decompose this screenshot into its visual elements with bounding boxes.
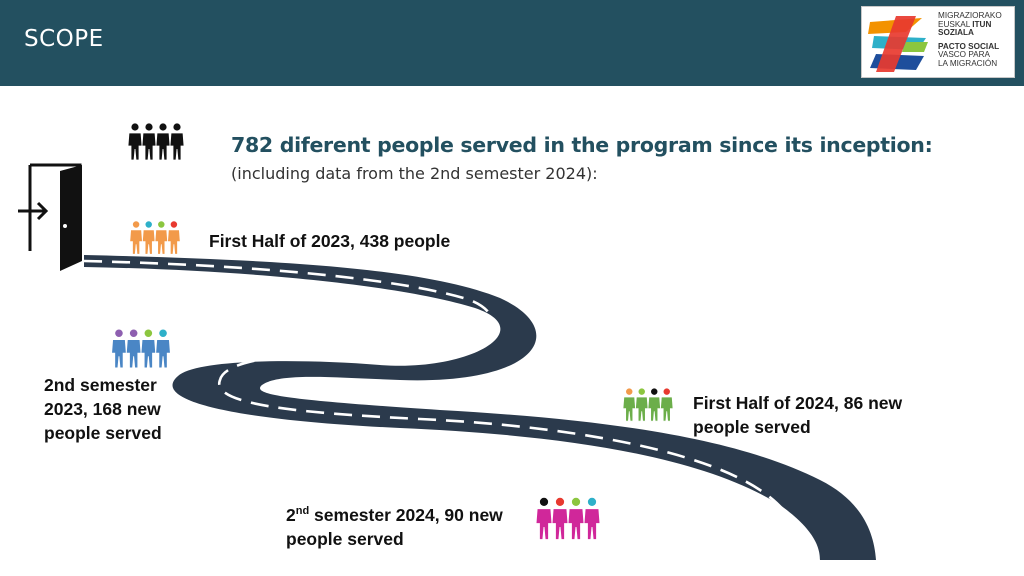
group-people-icon [128, 123, 184, 161]
person-head [539, 497, 549, 506]
road-center-line [83, 259, 802, 561]
person-body [623, 396, 636, 422]
header-bar: SCOPE MIGRAZIORAKO EUSKAL ITUN SOZIALA P… [0, 0, 1024, 86]
person-head [131, 123, 139, 131]
person-head [587, 497, 597, 506]
door-entry-icon [18, 163, 82, 271]
person-head [132, 221, 140, 228]
person-body [128, 132, 143, 161]
person-head [115, 329, 123, 338]
orange-people-group-icon [129, 221, 181, 255]
pacto-social-logo: MIGRAZIORAKO EUSKAL ITUN SOZIALA PACTO S… [861, 6, 1015, 78]
person-body [635, 396, 649, 422]
person-body [647, 396, 661, 422]
person-body [111, 339, 127, 369]
magenta-people-group-icon [536, 497, 600, 541]
milestone-s2-2024: 2nd semester 2024, 90 new people served [286, 505, 503, 549]
person-head [663, 388, 670, 395]
person-head [129, 329, 138, 338]
person-head [158, 221, 165, 228]
person-body [155, 132, 171, 161]
person-head [170, 221, 178, 228]
person-body [583, 508, 600, 541]
person-head [626, 388, 633, 395]
person-body [660, 396, 673, 422]
person-body [551, 508, 569, 541]
person-body [129, 229, 143, 255]
person-body [142, 229, 156, 255]
person-body [125, 339, 142, 369]
person-body [154, 229, 168, 255]
person-body [141, 132, 157, 161]
blue-people-group-icon [111, 329, 171, 369]
milestone-s2-2023: 2nd semester 2023, 168 new people served [44, 375, 162, 443]
person-body [169, 132, 184, 161]
intro-headline: 782 diferent people served in the progra… [231, 133, 933, 157]
person-head [173, 123, 181, 131]
person-body [567, 508, 585, 541]
person-body [155, 339, 171, 369]
person-head [571, 497, 581, 506]
logo-text: MIGRAZIORAKO EUSKAL ITUN SOZIALA PACTO S… [938, 11, 1002, 68]
intro-subline: (including data from the 2nd semester 20… [231, 164, 598, 183]
milestone-h1-2023: First Half of 2023, 438 people [209, 231, 451, 251]
person-head [144, 329, 153, 338]
green-people-group-icon [623, 388, 673, 422]
person-body [167, 229, 181, 255]
person-body [536, 508, 553, 541]
person-head [638, 388, 645, 395]
person-head [651, 388, 658, 395]
person-head [159, 123, 167, 131]
person-head [145, 123, 153, 131]
person-head [555, 497, 565, 506]
road-surface [84, 255, 876, 560]
milestone-h1-2024: First Half of 2024, 86 new people served [693, 393, 903, 437]
slide-title: SCOPE [24, 26, 104, 52]
person-head [159, 329, 167, 338]
person-body [140, 339, 157, 369]
person-head [145, 221, 152, 228]
logo-mark-icon [868, 16, 928, 72]
